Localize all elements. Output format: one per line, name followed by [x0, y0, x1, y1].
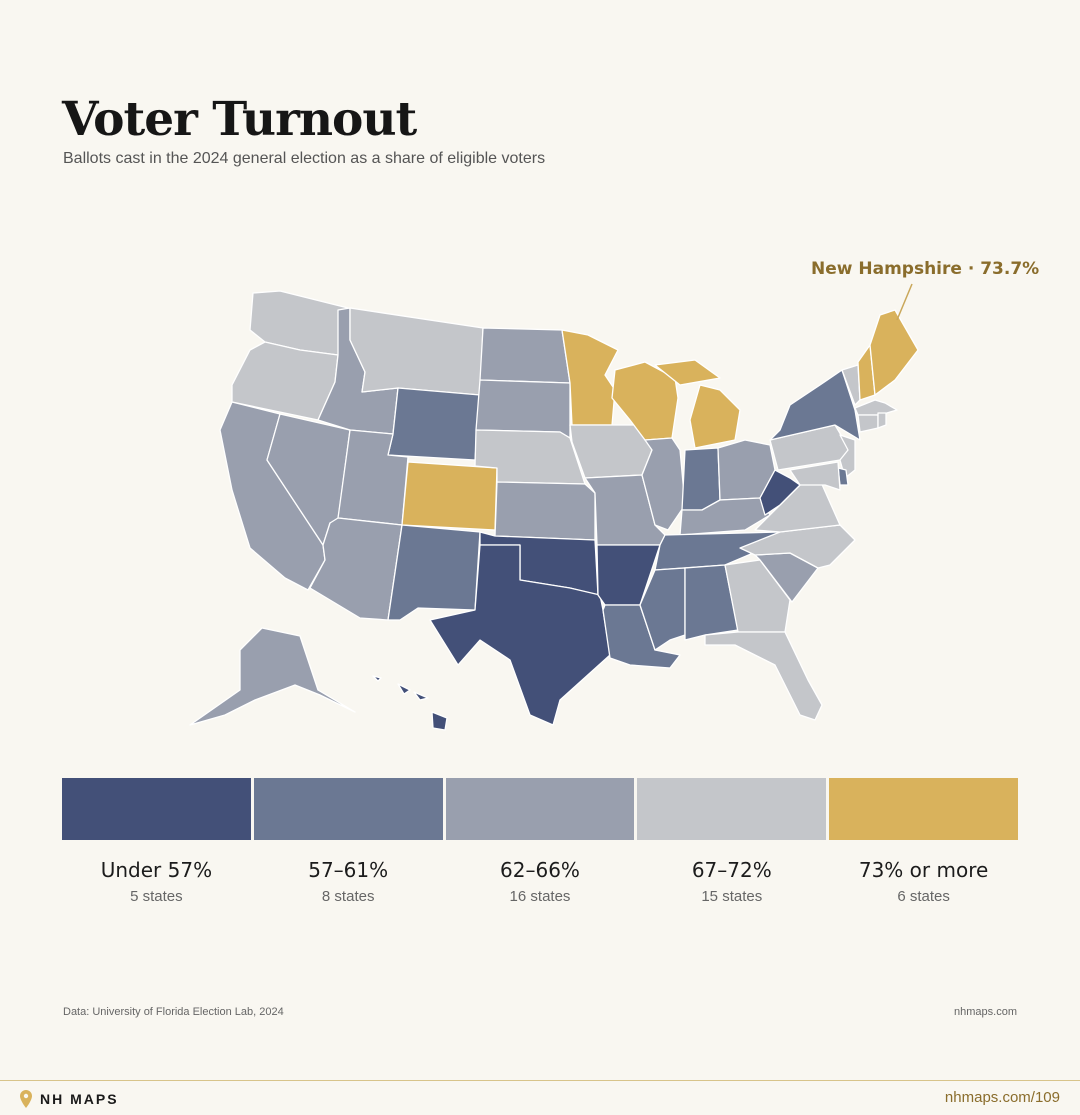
legend-range: Under 57%	[100, 858, 213, 882]
legend-count: 15 states	[701, 888, 763, 905]
legend-count: 6 states	[897, 888, 950, 905]
state-WY[interactable]	[387, 387, 481, 461]
legend-range: 62–66%	[500, 858, 580, 882]
state-AK[interactable]	[189, 627, 356, 726]
state-IL[interactable]	[641, 437, 686, 531]
legend-label: 73% or more 6 states	[829, 858, 1018, 905]
legend-count: 8 states	[321, 888, 375, 905]
state-TX[interactable]	[429, 544, 611, 726]
footer-url[interactable]: nhmaps.com/109	[944, 1089, 1060, 1106]
legend-swatch-67-72	[637, 778, 827, 840]
state-SD[interactable]	[475, 379, 571, 439]
legend-swatch-under-57	[62, 778, 251, 840]
brand-name: NH MAPS	[40, 1091, 119, 1107]
state-CT[interactable]	[857, 414, 879, 433]
state-KS[interactable]	[494, 481, 596, 541]
legend-label: 57–61% 8 states	[254, 858, 443, 905]
footer-bar: NH MAPS nhmaps.com/109	[0, 1080, 1080, 1115]
legend-swatches	[62, 778, 1018, 840]
state-NY[interactable]	[769, 369, 861, 441]
brand[interactable]: NH MAPS	[20, 1090, 119, 1108]
legend-range: 73% or more	[858, 858, 989, 882]
legend-swatch-62-66	[445, 778, 635, 840]
page-title: Voter Turnout	[62, 92, 417, 147]
state-MT[interactable]	[349, 307, 484, 396]
state-IN[interactable]	[681, 447, 721, 511]
legend-count: 16 states	[509, 888, 571, 905]
map-pin-icon	[20, 1090, 32, 1108]
us-choropleth-map	[189, 283, 919, 731]
legend-swatch-57-61	[253, 778, 443, 840]
state-ND[interactable]	[479, 327, 571, 384]
legend-count: 5 states	[130, 888, 183, 905]
state-GA[interactable]	[724, 559, 791, 633]
data-source: Data: University of Florida Election Lab…	[63, 1006, 284, 1018]
state-NM[interactable]	[387, 524, 481, 621]
site-credit[interactable]: nhmaps.com	[954, 1006, 1017, 1018]
state-MI[interactable]	[654, 359, 741, 449]
legend-swatch-73-plus	[829, 778, 1018, 840]
legend-range: 67–72%	[691, 858, 772, 882]
state-HI[interactable]	[372, 675, 448, 731]
legend-range: 57–61%	[308, 858, 389, 882]
state-CO[interactable]	[401, 461, 498, 531]
state-AL[interactable]	[684, 564, 739, 641]
callout-leader-line	[896, 283, 913, 321]
page-subtitle: Ballots cast in the 2024 general electio…	[63, 150, 546, 167]
state-MD[interactable]	[789, 461, 841, 491]
state-FL[interactable]	[704, 631, 823, 721]
legend-label: 67–72% 15 states	[637, 858, 826, 905]
callout-new-hampshire: New Hampshire · 73.7%	[811, 259, 1040, 279]
state-ME[interactable]	[869, 309, 919, 396]
legend-label: 62–66% 16 states	[446, 858, 635, 905]
state-RI[interactable]	[877, 412, 887, 429]
state-MA[interactable]	[854, 399, 898, 416]
legend-labels: Under 57% 5 states 57–61% 8 states 62–66…	[62, 858, 1018, 905]
legend-label: Under 57% 5 states	[62, 858, 251, 905]
